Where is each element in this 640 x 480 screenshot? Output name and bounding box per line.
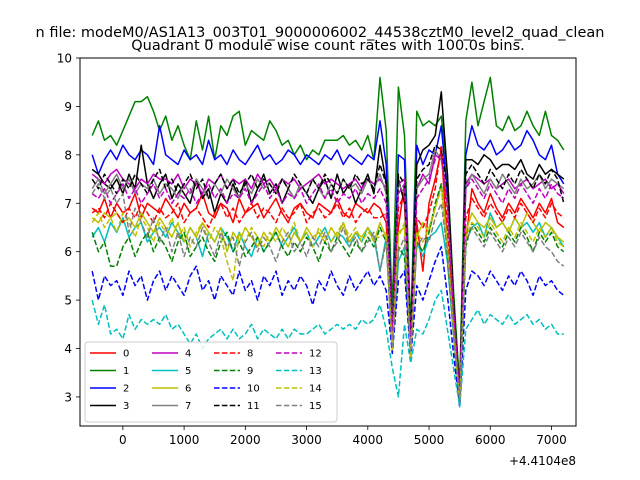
series-line-11 bbox=[91, 144, 565, 393]
chart-title: Quadrant 0 module wise count rates with … bbox=[131, 38, 525, 54]
series-layer bbox=[91, 76, 565, 408]
series-line-12 bbox=[91, 154, 565, 398]
x-axis: 0 1000 2000 3000 4000 5000 6000 7000 bbox=[119, 426, 567, 447]
series-line-13 bbox=[91, 289, 564, 408]
legend-label-8: 8 bbox=[247, 349, 253, 360]
legend-frame bbox=[84, 341, 338, 423]
y-tick-label: 5 bbox=[64, 294, 72, 308]
series-line-9 bbox=[91, 183, 565, 408]
legend-label-3: 3 bbox=[123, 401, 129, 412]
series-line-3 bbox=[91, 91, 565, 398]
x-tick-label: 2000 bbox=[230, 433, 261, 447]
legend-label-9: 9 bbox=[247, 366, 253, 377]
x-tick-label: 5000 bbox=[414, 433, 445, 447]
legend-label-4: 4 bbox=[185, 349, 191, 360]
x-tick-label: 0 bbox=[119, 433, 127, 447]
series-line-8 bbox=[91, 144, 565, 398]
legend-label-13: 13 bbox=[309, 366, 322, 377]
legend-label-12: 12 bbox=[309, 349, 322, 360]
legend-label-1: 1 bbox=[123, 366, 129, 377]
series-line-15 bbox=[91, 183, 565, 403]
legend-label-11: 11 bbox=[247, 401, 260, 412]
series-line-1 bbox=[91, 76, 565, 389]
series-line-0 bbox=[91, 149, 565, 398]
legend-label-2: 2 bbox=[123, 384, 129, 395]
y-tick-label: 9 bbox=[64, 100, 72, 114]
legend-label-15: 15 bbox=[309, 401, 322, 412]
y-axis: 3 4 5 6 7 8 9 10 bbox=[57, 52, 80, 404]
legend-label-7: 7 bbox=[185, 401, 191, 412]
series-line-10 bbox=[91, 246, 565, 408]
y-tick-label: 3 bbox=[64, 390, 72, 404]
x-offset-label: +4.4104e8 bbox=[509, 454, 576, 468]
x-tick-label: 7000 bbox=[536, 433, 567, 447]
series-line-2 bbox=[91, 120, 565, 408]
x-tick-label: 6000 bbox=[475, 433, 506, 447]
y-tick-label: 8 bbox=[64, 148, 72, 162]
legend-label-6: 6 bbox=[185, 384, 191, 395]
legend-label-0: 0 bbox=[123, 349, 129, 360]
legend-label-14: 14 bbox=[309, 384, 322, 395]
x-tick-label: 1000 bbox=[169, 433, 200, 447]
y-tick-label: 4 bbox=[64, 342, 72, 356]
y-tick-label: 10 bbox=[57, 52, 72, 66]
plot-frame bbox=[79, 57, 577, 427]
series-line-6 bbox=[91, 183, 565, 403]
legend-label-5: 5 bbox=[185, 366, 191, 377]
y-tick-label: 7 bbox=[64, 197, 72, 211]
legend-label-10: 10 bbox=[247, 384, 260, 395]
x-tick-label: 3000 bbox=[291, 433, 322, 447]
x-tick-label: 4000 bbox=[353, 433, 384, 447]
series-line-4 bbox=[91, 154, 565, 398]
series-line-7 bbox=[91, 149, 565, 398]
y-tick-label: 6 bbox=[64, 245, 72, 259]
chart-suptitle: n file: modeM0/AS1A13_003T01_9000006002_… bbox=[36, 25, 605, 41]
